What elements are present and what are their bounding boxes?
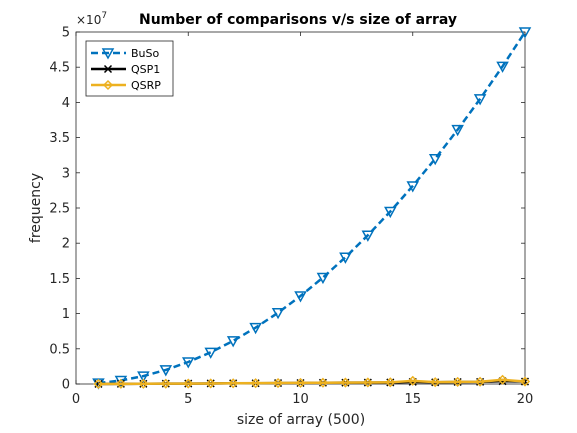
legend-label-buso: BuSo (131, 47, 160, 60)
data-point-qsrp (340, 377, 351, 388)
y-axis-exponent-value: 7 (101, 11, 107, 21)
y-tick-label: 2 (62, 237, 70, 252)
y-tick-label: 0.5 (49, 342, 70, 357)
legend-label-qsrp: QSRP (131, 79, 161, 92)
legend-marker-qsrp (102, 79, 114, 91)
data-point-buso (249, 322, 262, 335)
y-tick-label: 1 (62, 307, 70, 322)
data-point-buso (226, 336, 240, 348)
y-tick-label: 5 (62, 26, 70, 41)
data-point-buso (316, 272, 330, 285)
data-point-buso (496, 61, 509, 73)
chart-title: Number of comparisons v/s size of array (139, 12, 457, 28)
data-point-buso (339, 252, 352, 264)
y-tick-label: 4.5 (49, 61, 70, 76)
data-point-qsrp (160, 378, 171, 389)
data-point-buso (294, 291, 307, 303)
data-point-qsrp (115, 378, 126, 389)
y-tick-label: 2.5 (49, 202, 70, 217)
data-point-qsrp (385, 377, 396, 388)
data-point-buso (181, 357, 195, 369)
data-point-buso (406, 181, 420, 193)
x-tick-label: 20 (517, 392, 534, 407)
legend-label-qsp1: QSP1 (131, 63, 160, 76)
legend-marker-qsp1 (103, 64, 113, 74)
data-point-buso (137, 371, 150, 383)
data-point-qsrp (183, 378, 194, 389)
y-axis-multiplier: ×10 (76, 13, 101, 27)
data-point-qsrp (138, 378, 149, 389)
data-point-buso (384, 206, 397, 219)
data-point-buso (159, 365, 173, 377)
data-point-qsrp (250, 378, 261, 389)
x-tick-label: 15 (404, 392, 421, 407)
y-tick-label: 3 (62, 166, 70, 181)
data-point-buso (204, 347, 217, 359)
data-point-qsrp (93, 378, 104, 390)
y-tick-label: 1.5 (49, 272, 70, 287)
y-tick-label: 3.5 (49, 131, 70, 146)
data-point-qsrp (497, 374, 508, 385)
y-axis-label: frequency (28, 173, 44, 243)
data-point-qsrp (228, 378, 239, 389)
y-tick-label: 0 (62, 378, 70, 393)
data-point-buso (518, 27, 532, 39)
data-point-qsrp (430, 377, 441, 388)
data-point-qsrp (295, 377, 306, 388)
data-point-buso (361, 230, 375, 242)
data-point-buso (473, 94, 487, 106)
data-point-qsrp (362, 377, 373, 388)
legend-marker-buso (101, 48, 115, 60)
x-tick-label: 0 (72, 392, 80, 407)
data-point-qsrp (317, 377, 329, 388)
legend-marker-qsp1-stroke (103, 64, 113, 74)
data-point-qsrp (272, 377, 284, 389)
data-point-qsrp (452, 376, 463, 387)
data-point-buso (271, 307, 285, 320)
y-axis-exponent: ×107 (76, 11, 107, 27)
x-tick-label: 5 (184, 392, 192, 407)
data-point-buso (451, 124, 464, 137)
data-point-buso (428, 153, 442, 166)
x-axis-label: size of array (500) (237, 412, 365, 428)
data-point-qsrp (205, 378, 216, 389)
x-tick-label: 10 (292, 392, 309, 407)
y-tick-label: 4 (62, 96, 70, 111)
data-point-qsrp (475, 376, 486, 387)
data-point-qsrp (407, 375, 418, 386)
data-point-qsrp (519, 376, 531, 387)
